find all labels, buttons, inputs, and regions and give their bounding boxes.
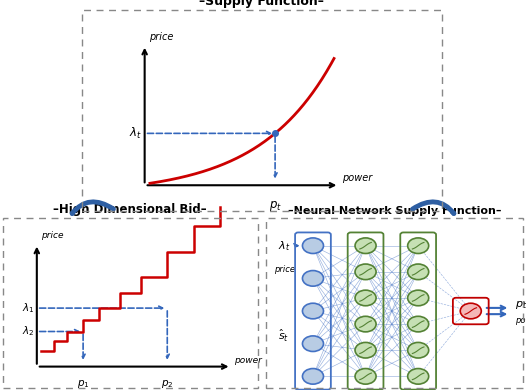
FancyArrowPatch shape — [72, 202, 114, 213]
FancyArrowPatch shape — [412, 202, 454, 213]
Circle shape — [355, 238, 376, 254]
Text: power: power — [234, 356, 262, 365]
Circle shape — [408, 342, 429, 358]
Text: $p_t$: $p_t$ — [269, 199, 281, 213]
Text: $p_1$: $p_1$ — [77, 378, 89, 390]
Text: price: price — [41, 231, 64, 240]
Circle shape — [408, 290, 429, 306]
Text: $p_t$: $p_t$ — [515, 299, 526, 311]
Circle shape — [355, 342, 376, 358]
Circle shape — [408, 316, 429, 332]
Text: $p_2$: $p_2$ — [161, 378, 174, 390]
Circle shape — [302, 303, 323, 319]
Circle shape — [355, 290, 376, 306]
Circle shape — [408, 369, 429, 384]
Text: price: price — [274, 265, 295, 274]
Circle shape — [302, 271, 323, 286]
Circle shape — [460, 303, 481, 319]
Text: $\lambda_1$: $\lambda_1$ — [22, 301, 34, 315]
Text: price: price — [149, 32, 173, 42]
Text: –High Dimensional Bid–: –High Dimensional Bid– — [53, 204, 207, 216]
Circle shape — [355, 264, 376, 280]
Text: $\lambda_t$: $\lambda_t$ — [129, 126, 142, 141]
Text: $\lambda_2$: $\lambda_2$ — [22, 324, 34, 339]
Text: –Neural Network Supply Function–: –Neural Network Supply Function– — [288, 206, 501, 216]
Text: power: power — [515, 316, 526, 325]
Circle shape — [302, 336, 323, 351]
Circle shape — [302, 238, 323, 254]
Text: –Supply Function–: –Supply Function– — [199, 0, 324, 8]
Text: $\lambda_t$: $\lambda_t$ — [278, 239, 290, 253]
Text: power: power — [342, 173, 372, 183]
Circle shape — [408, 264, 429, 280]
Circle shape — [355, 316, 376, 332]
Text: $\hat{s}_t$: $\hat{s}_t$ — [278, 328, 290, 344]
Circle shape — [408, 238, 429, 254]
Circle shape — [302, 369, 323, 384]
Circle shape — [355, 369, 376, 384]
